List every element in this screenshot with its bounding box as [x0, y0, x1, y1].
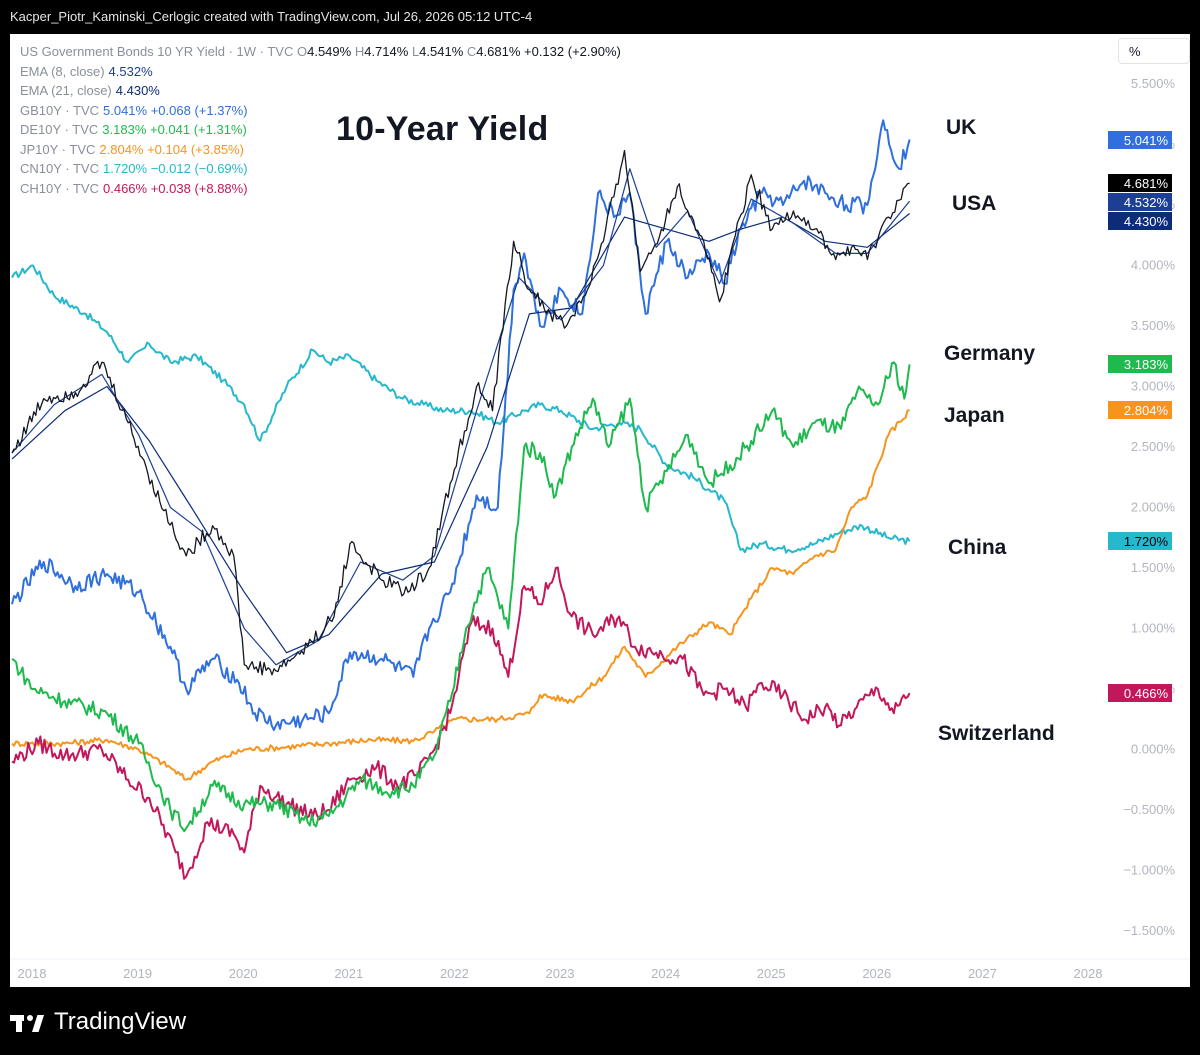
- legend-main-label: US Government Bonds 10 YR Yield · 1W · T…: [20, 44, 294, 59]
- legend-main-row[interactable]: US Government Bonds 10 YR Yield · 1W · T…: [20, 42, 621, 62]
- footer-brand-label: TradingView: [54, 1008, 187, 1035]
- x-tick-label: 2028: [1074, 966, 1103, 981]
- legend-row-label: JP10Y · TVC: [20, 141, 96, 157]
- series-line-ema-21-close[interactable]: [11, 213, 910, 654]
- legend-high: 4.714%: [364, 44, 409, 59]
- y-tick-label: 1.000%: [1131, 621, 1176, 636]
- y-tick-label: 3.500%: [1131, 318, 1176, 333]
- legend-row-value: 0.466% +0.038 (+8.88%): [103, 180, 248, 196]
- x-tick-label: 2020: [229, 966, 258, 981]
- price-badge-ema-8-close: [1108, 193, 1172, 211]
- x-tick-label: 2023: [546, 966, 575, 981]
- legend-row-value: 4.430%: [115, 83, 160, 98]
- legend: US Government Bonds 10 YR Yield · 1W · T…: [20, 42, 621, 198]
- legend-row-label: EMA (21, close): [20, 83, 112, 98]
- y-tick-label: 4.000%: [1131, 258, 1176, 273]
- y-tick-label: 5.500%: [1131, 76, 1176, 91]
- y-tick-label: −0.500%: [1123, 802, 1175, 817]
- legend-row-value: 4.532%: [108, 63, 153, 79]
- legend-open: 4.549%: [307, 44, 352, 59]
- legend-row-value: 1.720% −0.012 (−0.69%): [103, 161, 248, 176]
- series-line-usa[interactable]: [11, 149, 910, 676]
- legend-row-cn10y[interactable]: CN10Y · TVC 1.720% −0.012 (−0.69%): [20, 159, 621, 179]
- price-badge-ema-21-close: [1108, 212, 1172, 230]
- unit-toggle-button[interactable]: %: [1118, 38, 1190, 64]
- annotation-japan: Japan: [944, 404, 1005, 427]
- annotation-uk: UK: [946, 116, 976, 139]
- series-line-ema-8-close[interactable]: [11, 168, 911, 666]
- legend-row-label: CH10Y · TVC: [20, 180, 99, 196]
- price-badge-germany: [1108, 355, 1172, 373]
- annotation-usa: USA: [952, 192, 996, 215]
- legend-low: 4.541%: [419, 44, 464, 59]
- series-line-switzerland[interactable]: [11, 566, 911, 880]
- annotation-china: China: [948, 536, 1007, 559]
- x-tick-label: 2019: [123, 966, 152, 981]
- x-tick-label: 2018: [18, 966, 47, 981]
- y-tick-label: 0.000%: [1131, 742, 1176, 757]
- price-badge-label: 2.804%: [1124, 403, 1169, 418]
- x-tick-label: 2027: [968, 966, 997, 981]
- legend-row-gb10y[interactable]: GB10Y · TVC 5.041% +0.068 (+1.37%): [20, 101, 621, 121]
- price-badge-label: 4.532%: [1124, 195, 1169, 210]
- legend-row-label: CN10Y · TVC: [20, 161, 99, 176]
- footer-brand[interactable]: TradingView: [10, 1005, 186, 1039]
- x-tick-label: 2026: [862, 966, 891, 981]
- chart-plot[interactable]: 5.500%5.000%4.500%4.000%3.500%3.000%2.50…: [10, 34, 1190, 987]
- legend-row-ch10y[interactable]: CH10Y · TVC 0.466% +0.038 (+8.88%): [20, 179, 621, 199]
- legend-change: +0.132 (+2.90%): [524, 44, 621, 59]
- y-tick-label: −1.000%: [1123, 863, 1175, 878]
- series-line-japan[interactable]: [11, 409, 910, 781]
- price-badge-label: 4.681%: [1124, 176, 1169, 191]
- y-tick-label: 1.500%: [1131, 560, 1176, 575]
- series-line-germany[interactable]: [11, 361, 911, 833]
- price-badge-switzerland: [1108, 684, 1172, 702]
- annotation-switzerland: Switzerland: [938, 722, 1055, 745]
- legend-h-label: H: [354, 44, 365, 59]
- price-badge-china: [1108, 532, 1172, 550]
- series-line-china[interactable]: [11, 264, 911, 554]
- series-line-uk[interactable]: [11, 119, 911, 731]
- legend-o-label: O: [296, 44, 308, 59]
- x-tick-label: 2022: [440, 966, 469, 981]
- y-tick-label: 2.000%: [1131, 500, 1176, 515]
- legend-row-ema21[interactable]: EMA (21, close) 4.430%: [20, 81, 621, 101]
- legend-row-value: 5.041% +0.068 (+1.37%): [103, 102, 248, 118]
- legend-row-label: DE10Y · TVC: [20, 122, 99, 137]
- legend-row-ema8[interactable]: EMA (8, close) 4.532%: [20, 62, 621, 82]
- chart-title: 10-Year Yield: [336, 110, 549, 148]
- price-badge-label: 3.183%: [1124, 357, 1169, 372]
- x-tick-label: 2021: [334, 966, 363, 981]
- price-badge-usa: [1108, 174, 1172, 192]
- chart-frame: 5.500%5.000%4.500%4.000%3.500%3.000%2.50…: [10, 34, 1190, 987]
- annotation-germany: Germany: [944, 342, 1035, 365]
- legend-row-jp10y[interactable]: JP10Y · TVC 2.804% +0.104 (+3.85%): [20, 140, 621, 160]
- y-tick-label: 3.000%: [1131, 379, 1176, 394]
- legend-row-label: EMA (8, close): [20, 63, 105, 79]
- price-badge-label: 5.041%: [1124, 133, 1169, 148]
- x-tick-label: 2025: [757, 966, 786, 981]
- legend-c-label: C: [466, 44, 477, 59]
- price-badge-label: 4.430%: [1124, 214, 1169, 229]
- price-badge-japan: [1108, 401, 1172, 419]
- tradingview-logo-icon: [10, 1011, 46, 1033]
- x-tick-label: 2024: [651, 966, 680, 981]
- chart-header: Kacper_Piotr_Kaminski_Cerlogic created w…: [10, 9, 533, 24]
- legend-l-label: L: [411, 44, 420, 59]
- price-badge-label: 0.466%: [1124, 686, 1169, 701]
- legend-close: 4.681%: [476, 44, 521, 59]
- price-badge-uk: [1108, 131, 1172, 149]
- y-tick-label: −1.500%: [1123, 923, 1175, 938]
- y-tick-label: 2.500%: [1131, 439, 1176, 454]
- price-badge-label: 1.720%: [1124, 534, 1169, 549]
- legend-row-de10y[interactable]: DE10Y · TVC 3.183% +0.041 (+1.31%): [20, 120, 621, 140]
- legend-row-value: 3.183% +0.041 (+1.31%): [102, 122, 247, 137]
- legend-row-label: GB10Y · TVC: [20, 102, 99, 118]
- legend-row-value: 2.804% +0.104 (+3.85%): [99, 141, 244, 157]
